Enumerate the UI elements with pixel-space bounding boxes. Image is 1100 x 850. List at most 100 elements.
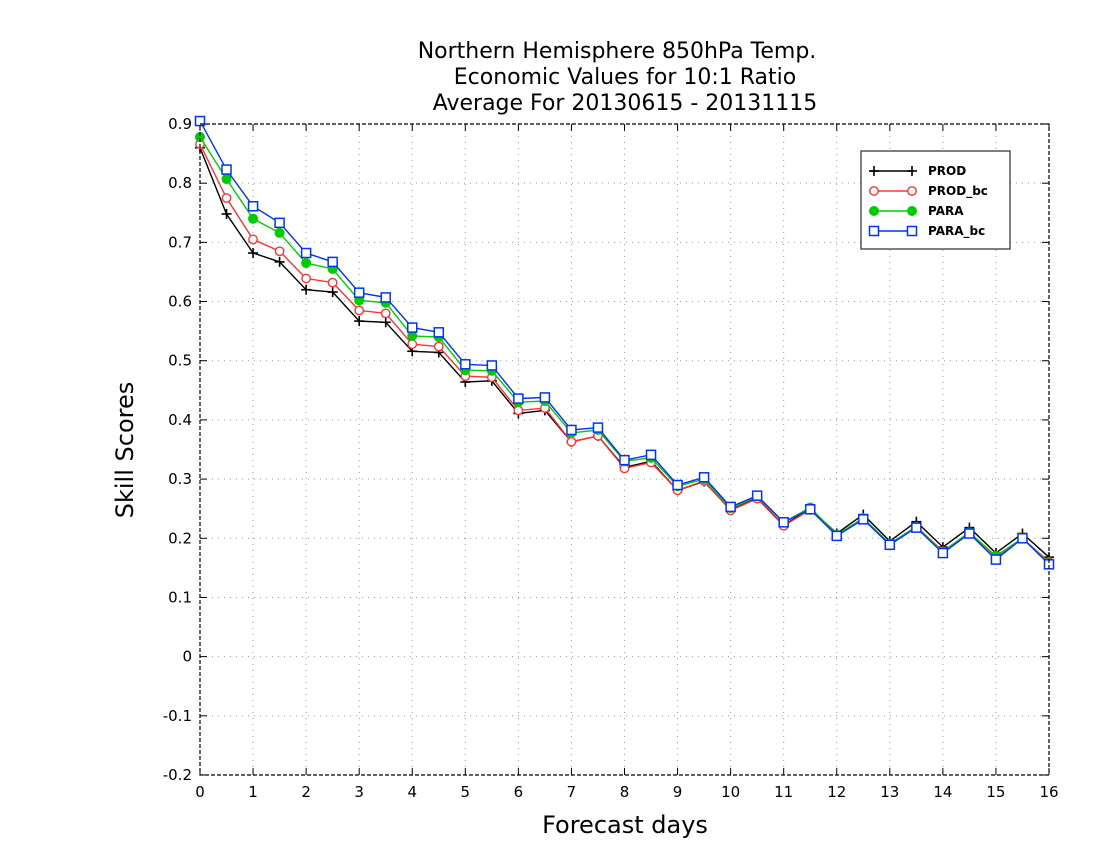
legend-marker xyxy=(869,166,879,176)
legend-label: PROD xyxy=(928,164,966,178)
legend-marker xyxy=(869,206,879,216)
data-point xyxy=(619,454,630,466)
x-tick-label: 11 xyxy=(774,783,793,801)
legend-item-para-bc: PARA_bc xyxy=(868,224,985,239)
y-tick-label: -0.1 xyxy=(163,707,192,725)
y-tick-label: 0.4 xyxy=(168,411,192,429)
data-series xyxy=(194,115,1055,570)
data-point xyxy=(274,246,285,257)
data-point xyxy=(221,174,232,185)
data-point xyxy=(301,273,312,284)
data-point xyxy=(751,490,763,501)
data-point xyxy=(380,317,391,328)
data-point xyxy=(301,258,312,269)
y-tick-label: 0.2 xyxy=(168,529,192,547)
y-axis-title: Skill Scores xyxy=(111,382,139,519)
data-point xyxy=(804,504,816,515)
data-point xyxy=(274,227,285,238)
data-point xyxy=(274,217,285,229)
y-tick-label: 0.8 xyxy=(168,174,192,192)
data-point xyxy=(566,424,577,436)
data-point xyxy=(513,405,524,416)
legend-box xyxy=(860,150,1011,250)
data-point xyxy=(964,528,975,539)
title-line-3: Average For 20130615 - 20131115 xyxy=(433,91,818,116)
data-point xyxy=(380,308,391,319)
data-point xyxy=(592,422,604,433)
data-point xyxy=(327,256,338,268)
x-axis-title: Forecast days xyxy=(542,811,708,839)
x-tick-label: 0 xyxy=(195,783,205,801)
legend-marker xyxy=(869,186,879,196)
title-line-2: Economic Values for 10:1 Ratio xyxy=(454,65,796,90)
data-point xyxy=(327,287,338,298)
x-tick-label: 8 xyxy=(620,783,630,801)
y-tick-label: 0 xyxy=(182,648,192,666)
data-point xyxy=(221,164,232,175)
data-point xyxy=(274,256,285,267)
y-tick-label: 0.7 xyxy=(168,233,192,251)
data-point xyxy=(433,327,445,338)
data-point xyxy=(407,339,418,350)
data-point xyxy=(778,517,789,528)
legend-item-para: PARA xyxy=(869,204,964,218)
x-tick-label: 6 xyxy=(514,783,524,801)
legend-marker xyxy=(906,225,918,237)
data-point xyxy=(354,316,365,327)
data-point xyxy=(407,322,418,333)
data-point xyxy=(248,234,258,245)
x-tick-label: 4 xyxy=(407,783,417,801)
data-point xyxy=(725,501,736,513)
data-point xyxy=(460,359,471,370)
data-point xyxy=(539,392,551,403)
y-tick-label: 0.1 xyxy=(168,588,192,606)
legend-marker xyxy=(907,166,917,176)
x-tick-label: 1 xyxy=(248,783,258,801)
x-tick-label: 13 xyxy=(880,783,899,801)
legend-marker xyxy=(907,186,917,196)
data-point xyxy=(433,341,444,352)
y-tick-label: 0.3 xyxy=(168,470,192,488)
data-point xyxy=(937,547,949,559)
legend-label: PARA xyxy=(928,204,964,218)
data-point xyxy=(248,248,259,259)
chart-title: Northern Hemisphere 850hPa Temp. Economi… xyxy=(418,39,818,116)
y-tick-label: 0.6 xyxy=(168,293,192,311)
data-point xyxy=(327,277,338,288)
legend: PROD PROD_bc PARA PARA_bc xyxy=(860,150,1011,250)
data-point xyxy=(353,287,365,298)
x-tick-label: 15 xyxy=(986,783,1005,801)
data-point xyxy=(247,201,259,212)
data-point xyxy=(486,360,498,371)
x-tick-label: 9 xyxy=(673,783,683,801)
data-point xyxy=(221,208,232,219)
x-tick-label: 12 xyxy=(827,783,846,801)
legend-item-prod: PROD xyxy=(869,164,966,178)
y-axis-tick-labels: 0.9 0.8 0.7 0.6 0.5 0.4 0.3 0.2 0.1 0 -0.1 -0.2 xyxy=(163,115,192,784)
x-tick-label: 7 xyxy=(567,783,577,801)
data-point xyxy=(566,436,577,447)
data-point xyxy=(698,472,710,483)
data-point xyxy=(248,213,259,224)
y-tick-label: 0.5 xyxy=(168,352,192,370)
y-tick-label: -0.2 xyxy=(163,766,192,784)
data-point xyxy=(911,522,922,533)
legend-marker xyxy=(868,225,880,237)
data-point xyxy=(301,284,312,295)
legend-item-prod-bc: PROD_bc xyxy=(869,184,988,199)
data-point xyxy=(831,530,842,542)
legend-label: PARA_bc xyxy=(928,224,985,239)
x-axis-tick-labels: 0 1 2 3 4 5 6 7 8 9 10 11 12 13 14 15 16 xyxy=(195,783,1058,801)
data-point xyxy=(884,539,896,551)
y-tick-label: 0.9 xyxy=(168,115,192,133)
data-point xyxy=(990,554,1002,565)
x-tick-label: 3 xyxy=(354,783,364,801)
x-tick-label: 14 xyxy=(933,783,952,801)
data-point xyxy=(300,247,312,259)
data-point xyxy=(380,292,391,303)
data-point xyxy=(221,193,232,203)
data-point xyxy=(858,514,869,525)
x-tick-label: 16 xyxy=(1039,783,1058,801)
data-point xyxy=(645,449,657,461)
